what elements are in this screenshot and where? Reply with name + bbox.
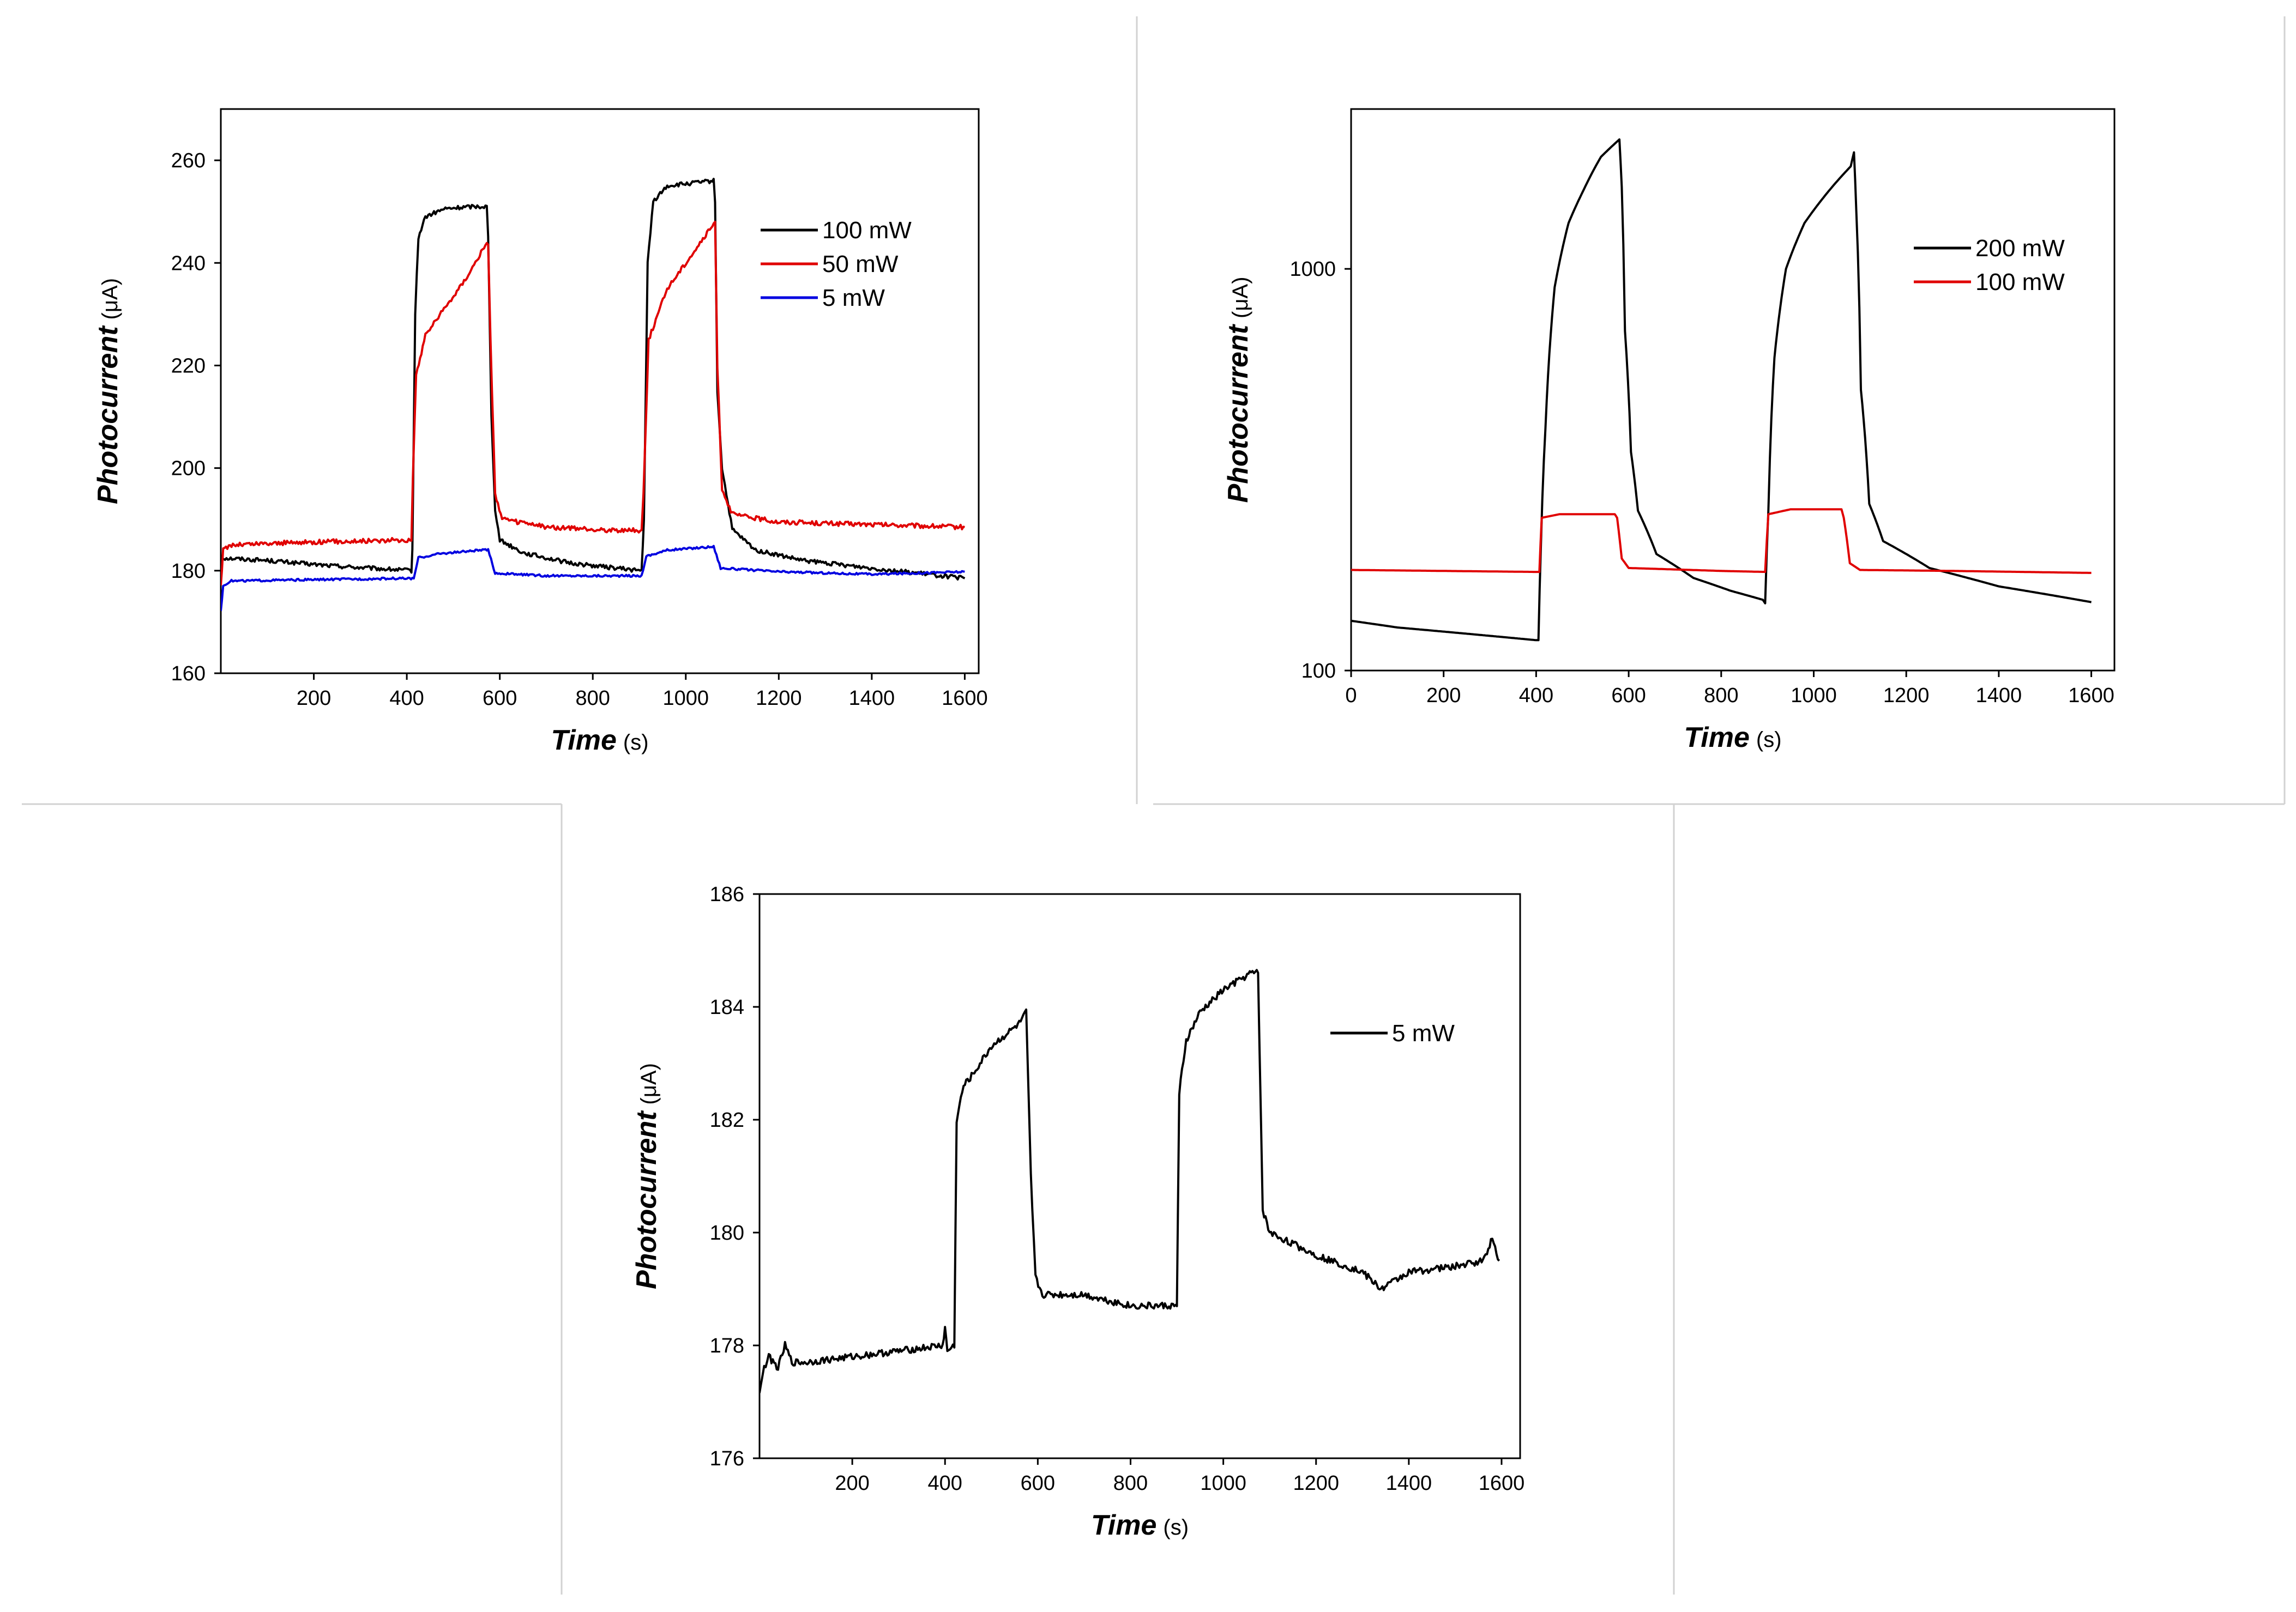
x-axis-title-text: Time [551,725,616,756]
legend-label: 100 mW [822,217,912,244]
x-tick-label: 1400 [1386,1472,1432,1495]
y-tick-label: 200 [171,457,206,480]
y-tick-label: 182 [710,1109,744,1132]
series-line [1351,508,2092,574]
y-tick-label: 260 [171,149,206,172]
series-line [221,220,965,585]
series-line [221,178,966,581]
series-line [221,545,965,611]
y-axis-title-unit: (μA) [98,278,122,319]
x-tick-label: 200 [297,687,331,710]
y-axis-title: Photocurrent (μA) [1222,277,1254,503]
legend-label: 200 mW [1975,235,2065,262]
x-tick-label: 1400 [1976,684,2022,707]
chart-top-right: 0 200 400 600 800 1000 1200 1400 1600 100 1000 Time… [1222,108,2116,753]
x-axis-title: Time (s) [1091,1510,1189,1541]
x-tick-label: 600 [483,687,517,710]
x-tick-label: 1000 [1200,1472,1246,1495]
y-axis-title-unit: (μA) [1228,277,1252,318]
plot-frame [220,108,980,674]
x-tick-label: 1600 [1479,1472,1525,1495]
y-axis-title: Photocurrent (μA) [92,278,124,504]
x-tick-label: 400 [928,1472,962,1495]
x-tick-label: 800 [576,687,610,710]
x-tick-label: 0 [1345,684,1357,707]
x-tick-label: 1600 [942,687,988,710]
plot-frame [1350,108,2116,672]
y-tick-label: 186 [710,883,744,906]
y-axis-title-unit: (μA) [637,1063,661,1104]
y-tick-label: 1000 [1289,258,1336,281]
y-tick-label: 178 [710,1335,744,1357]
x-tick-label: 1000 [662,687,709,710]
y-tick-label: 220 [171,354,206,377]
y-tick-label: 184 [710,996,744,1019]
x-tick-label: 600 [1611,684,1646,707]
y-axis-title-text: Photocurrent [92,325,124,504]
y-axis-title: Photocurrent (μA) [631,1063,662,1289]
y-tick-label: 240 [171,252,206,275]
legend-label: 100 mW [1975,269,2065,295]
x-tick-label: 200 [835,1472,869,1495]
x-axis-title: Time (s) [551,725,648,756]
x-axis-title-unit: (s) [1756,728,1782,752]
x-tick-label: 800 [1704,684,1738,707]
x-tick-label: 400 [1519,684,1553,707]
legend-label: 5 mW [822,285,885,311]
y-tick-label: 180 [171,560,206,583]
x-tick-label: 1200 [756,687,802,710]
y-axis-title-text: Photocurrent [631,1110,662,1289]
series-line [760,969,1500,1393]
chart-top-left: 200 400 600 800 1000 1200 1400 1600 160 180 200 220… [92,108,988,756]
y-tick-label: 176 [710,1447,744,1470]
plot-frame [758,893,1521,1459]
y-tick-label: 180 [710,1222,744,1245]
x-tick-label: 600 [1021,1472,1055,1495]
y-axis-title-text: Photocurrent [1222,323,1254,503]
x-tick-label: 200 [1426,684,1461,707]
x-axis-title-unit: (s) [623,730,649,754]
y-tick-label: 160 [171,662,206,685]
x-tick-label: 1200 [1293,1472,1339,1495]
chart-bottom: 200 400 600 800 1000 1200 1400 1600 176 178 180 182… [631,883,1524,1541]
series-line [1351,138,2092,642]
x-tick-label: 1400 [849,687,895,710]
x-tick-label: 1600 [2068,684,2114,707]
x-tick-label: 400 [389,687,424,710]
x-tick-label: 1200 [1883,684,1930,707]
x-axis-title-text: Time [1091,1510,1156,1541]
x-axis-title-text: Time [1684,722,1749,753]
legend-label: 5 mW [1392,1020,1455,1047]
legend-label: 50 mW [822,251,899,277]
x-axis-title: Time (s) [1684,722,1781,753]
x-axis-title-unit: (s) [1163,1516,1189,1539]
y-tick-label: 100 [1301,660,1336,683]
x-tick-label: 800 [1113,1472,1148,1495]
x-tick-label: 1000 [1791,684,1837,707]
